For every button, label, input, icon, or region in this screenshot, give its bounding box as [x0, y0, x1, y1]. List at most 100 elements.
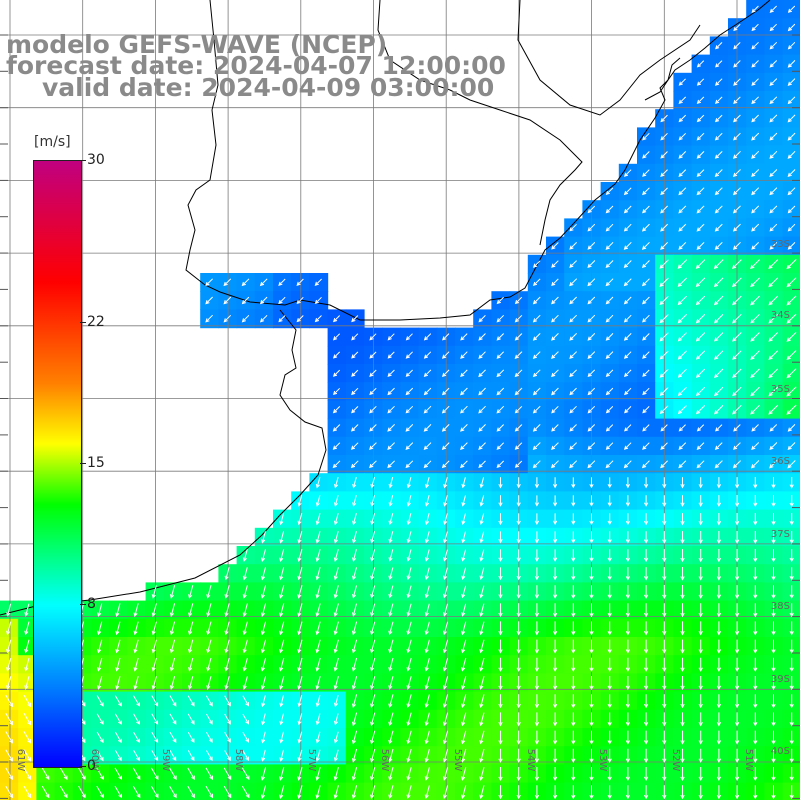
- wind-arrow: [332, 351, 341, 359]
- wind-arrow: [461, 531, 466, 544]
- wind-arrow: [352, 585, 357, 599]
- wind-arrow: [479, 639, 485, 654]
- wind-arrow: [406, 513, 412, 526]
- wind-arrow: [242, 639, 248, 654]
- wind-arrow: [315, 585, 321, 599]
- wind-arrow: [751, 96, 759, 105]
- wind-arrow: [516, 495, 521, 507]
- wind-arrow: [443, 603, 448, 617]
- wind-arrow: [332, 333, 341, 341]
- wind-arrow: [6, 621, 12, 636]
- wind-arrow: [624, 424, 632, 432]
- wind-arrow: [406, 676, 412, 690]
- wind-arrow: [534, 712, 540, 727]
- wind-arrow: [789, 495, 794, 508]
- wind-arrow: [388, 621, 394, 636]
- wind-arrow: [768, 332, 779, 342]
- latitude-label: 37S: [771, 529, 790, 540]
- wind-arrow: [696, 132, 705, 141]
- wind-arrow: [551, 296, 559, 305]
- wind-arrow: [6, 603, 12, 617]
- wind-arrow: [423, 387, 432, 396]
- wind-arrow: [789, 694, 794, 709]
- wind-arrow: [5, 731, 13, 744]
- wind-arrow: [695, 405, 706, 415]
- wind-arrow: [41, 767, 50, 780]
- wind-arrow: [625, 603, 631, 618]
- wind-arrow: [97, 676, 103, 690]
- wind-arrow: [206, 731, 213, 743]
- wind-arrow: [734, 549, 740, 563]
- wind-arrow: [569, 223, 577, 232]
- wind-arrow: [551, 405, 559, 414]
- wind-arrow: [662, 676, 667, 691]
- wind-arrow: [625, 585, 631, 599]
- wind-arrow: [334, 477, 339, 489]
- wind-arrow: [571, 730, 576, 745]
- wind-arrow: [151, 750, 159, 762]
- wind-arrow: [441, 442, 450, 450]
- wind-arrow: [771, 657, 776, 672]
- wind-arrow: [333, 495, 339, 507]
- wind-arrow: [205, 296, 213, 305]
- wind-arrow: [607, 513, 612, 526]
- longitude-label: 59W: [160, 749, 171, 772]
- wind-arrow: [297, 495, 303, 507]
- wind-arrow: [423, 333, 432, 341]
- wind-arrow: [716, 657, 722, 672]
- colorbar-tick-mark: [80, 160, 86, 161]
- wind-arrow: [551, 424, 559, 432]
- wind-arrow: [424, 621, 430, 636]
- wind-arrow: [696, 223, 705, 232]
- wind-arrow: [751, 223, 760, 232]
- wind-arrow: [534, 567, 540, 581]
- wind-arrow: [605, 424, 614, 432]
- wind-arrow: [589, 785, 594, 800]
- wind-arrow: [424, 549, 430, 562]
- wind-arrow: [787, 41, 796, 50]
- wind-arrow: [605, 260, 614, 269]
- wind-arrow: [388, 513, 394, 526]
- wind-arrow: [732, 332, 742, 342]
- wind-arrow: [680, 767, 685, 782]
- wind-arrow: [714, 169, 723, 178]
- wind-arrow: [498, 767, 503, 782]
- wind-arrow: [769, 78, 778, 86]
- wind-arrow: [552, 513, 558, 526]
- wind-arrow: [751, 169, 760, 178]
- colorbar-tick-mark: [80, 766, 86, 767]
- wind-arrow: [587, 296, 596, 305]
- wind-arrow: [461, 639, 467, 654]
- wind-arrow: [387, 333, 395, 341]
- wind-arrow: [680, 603, 685, 618]
- wind-arrow: [571, 621, 576, 636]
- wind-arrow: [498, 513, 503, 526]
- wind-arrow: [552, 549, 558, 562]
- wind-arrow: [771, 748, 776, 763]
- wind-arrow: [133, 639, 139, 654]
- wind-arrow: [714, 386, 724, 397]
- wind-arrow: [498, 585, 503, 599]
- wind-arrow: [297, 513, 303, 526]
- wind-arrow: [169, 621, 176, 636]
- wind-arrow: [678, 132, 687, 141]
- longitude-label: 61W: [15, 749, 26, 772]
- wind-arrow: [534, 621, 540, 636]
- wind-arrow: [589, 748, 594, 763]
- wind-arrow: [496, 460, 505, 469]
- wind-arrow: [370, 531, 376, 544]
- wind-arrow: [643, 748, 649, 763]
- wind-arrow: [59, 785, 68, 799]
- wind-arrow: [786, 404, 797, 415]
- wind-arrow: [532, 296, 541, 305]
- wind-arrow: [753, 513, 758, 526]
- wind-arrow: [789, 657, 794, 672]
- wind-arrow: [625, 477, 631, 489]
- wind-arrow: [623, 314, 632, 323]
- wind-arrow: [786, 313, 797, 324]
- wind-arrow: [623, 278, 632, 287]
- wind-arrow: [714, 368, 724, 378]
- wind-arrow: [696, 187, 705, 196]
- wind-arrow: [787, 23, 796, 32]
- wind-arrow: [571, 694, 576, 709]
